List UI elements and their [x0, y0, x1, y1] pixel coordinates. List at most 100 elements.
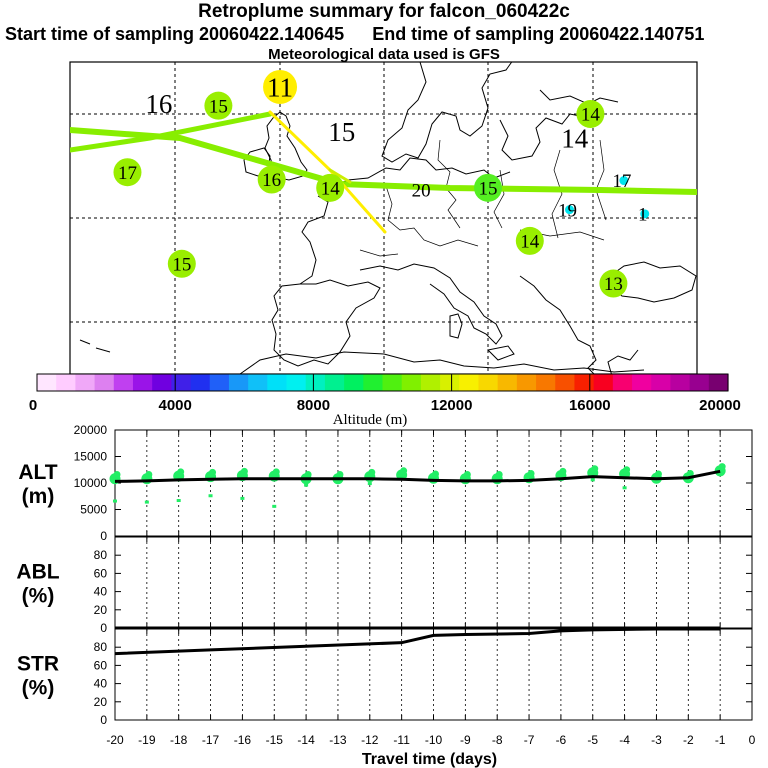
- alt-marker: [432, 470, 439, 478]
- altitude-colorbar: [36, 373, 729, 392]
- colorbar-swatch: [382, 374, 403, 391]
- colorbar-swatch: [286, 374, 307, 391]
- small-dot: [113, 499, 117, 503]
- map-label-6: 17: [118, 163, 137, 184]
- x-tick-label: -9: [460, 733, 471, 747]
- alt-marker: [113, 471, 121, 479]
- time-panels: 05000100001500020000ALT(m)020406080ABL(%…: [16, 423, 755, 768]
- map-label-5: 14: [561, 123, 589, 153]
- meteo-label: Meteorological data used is GFS: [268, 46, 500, 63]
- alt-marker: [463, 471, 471, 479]
- colorbar-swatch: [651, 374, 672, 391]
- alt-marker: [686, 469, 694, 477]
- map-label-11: 17: [612, 171, 631, 192]
- trajectory-west: [70, 111, 273, 153]
- alt-marker: [177, 468, 185, 476]
- colorbar-label: Altitude (m): [333, 412, 408, 428]
- small-dot: [590, 478, 595, 482]
- x-tick-label: -13: [329, 733, 347, 747]
- alt-marker: [145, 471, 153, 479]
- y-tick-label: 20: [94, 603, 108, 617]
- map-label-7: 16: [262, 170, 281, 191]
- alt-marker: [272, 468, 280, 476]
- coastline-sardinia: [449, 313, 463, 339]
- x-tick-label: -17: [202, 733, 220, 747]
- map-label-13: 1: [638, 204, 648, 225]
- colorbar-swatch: [478, 374, 499, 391]
- y-tick-label: 40: [94, 585, 108, 599]
- small-dot: [272, 504, 277, 508]
- x-tick-label: -3: [651, 733, 662, 747]
- str-panel-line: [114, 627, 721, 656]
- sampling-times: Start time of sampling 20060422.140645 En…: [5, 24, 768, 45]
- alt-median-line: [114, 469, 721, 483]
- x-tick-label: -15: [266, 733, 284, 747]
- alt-panel: 0 5000 10000 15000 20000 ALT(m): [18, 423, 753, 543]
- x-tick-label: -20: [106, 733, 124, 747]
- x-tick-label: -14: [297, 733, 315, 747]
- end-time: End time of sampling 20060422.140751: [372, 24, 705, 44]
- y-tick-label: 10000: [74, 476, 108, 490]
- coastline-balkans: [519, 275, 639, 374]
- map-marker-15: [167, 249, 196, 278]
- map-marker-16: [599, 269, 628, 298]
- colorbar-swatch: [228, 374, 249, 391]
- colorbar-tick-label: 8000: [297, 397, 330, 414]
- colorbar-swatch: [344, 374, 364, 391]
- abl-panel: 0 20 40 60 80 ABL(%): [16, 536, 753, 635]
- y-axis-label: (%): [22, 585, 55, 608]
- map-label-0: 16: [145, 89, 172, 119]
- colorbar-swatch: [612, 374, 633, 391]
- alt-marker: [718, 463, 726, 471]
- map-label-10: 15: [479, 178, 498, 199]
- y-tick-label: 20000: [74, 423, 108, 437]
- colorbar-swatch: [555, 374, 576, 391]
- y-tick-label: 0: [100, 621, 107, 635]
- coastline-africa: [239, 351, 645, 374]
- plume-trajectories: [70, 110, 697, 234]
- x-axis-label: Travel time (days): [362, 751, 497, 768]
- x-tick-label: -6: [556, 733, 567, 747]
- small-dot: [622, 486, 627, 490]
- map-label-16: 13: [604, 274, 623, 295]
- colorbar-swatch: [267, 374, 288, 391]
- x-tick-label: -4: [619, 733, 630, 747]
- x-tick-label: -1: [715, 733, 726, 747]
- map-label-3: 15: [328, 117, 355, 147]
- map-marker-2: [263, 69, 298, 104]
- y-axis-label: ABL: [16, 561, 59, 584]
- colorbar-swatch: [632, 374, 652, 391]
- y-tick-label: 80: [94, 548, 108, 562]
- map-marker-14: [515, 226, 544, 255]
- map-label-8: 14: [321, 178, 341, 199]
- alt-marker: [654, 470, 662, 478]
- colorbar-swatch: [171, 374, 192, 391]
- colorbar-swatch: [190, 374, 211, 391]
- alt-marker: [336, 471, 344, 479]
- map-marker-7: [257, 165, 286, 194]
- coastline-baltic: [499, 101, 597, 161]
- y-tick-label: 80: [94, 640, 108, 654]
- map-label-15: 15: [172, 254, 191, 275]
- x-tick-label: -8: [492, 733, 503, 747]
- y-tick-label: 60: [94, 658, 108, 672]
- colorbar-swatch: [209, 374, 230, 391]
- coastlines: [79, 62, 697, 374]
- alt-marker: [527, 469, 535, 477]
- colorbar-swatch: [363, 374, 384, 391]
- x-tick-label: 0: [749, 733, 756, 747]
- x-tick-label: -2: [683, 733, 694, 747]
- map-marker-13: [640, 209, 650, 219]
- colorbar-swatch: [75, 374, 96, 391]
- x-tick-labels: -20 -19 -18 -17 -16 -15 -14 -13 -12 -11 -10 -9 -8 -7-…: [106, 733, 755, 768]
- y-axis-label: (%): [22, 677, 55, 700]
- map-label-14: 14: [520, 232, 540, 253]
- map-label-1: 15: [209, 96, 228, 117]
- map-marker-12: [565, 205, 575, 215]
- y-tick-label: 20: [94, 695, 108, 709]
- str-panel: 0 20 40 60 80 STR(%): [17, 627, 753, 727]
- colorbar-swatch: [574, 374, 595, 391]
- x-tick-label: -12: [361, 733, 379, 747]
- x-tick-label: -7: [524, 733, 535, 747]
